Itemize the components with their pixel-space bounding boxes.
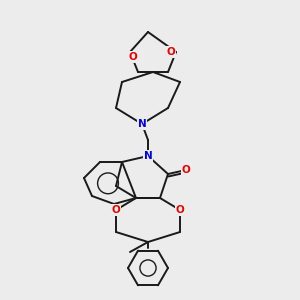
Text: O: O xyxy=(167,47,176,57)
Text: N: N xyxy=(138,119,146,129)
Text: O: O xyxy=(112,205,120,215)
Text: O: O xyxy=(176,205,184,215)
Text: O: O xyxy=(129,52,137,62)
Text: O: O xyxy=(182,165,190,175)
Text: N: N xyxy=(144,151,152,161)
